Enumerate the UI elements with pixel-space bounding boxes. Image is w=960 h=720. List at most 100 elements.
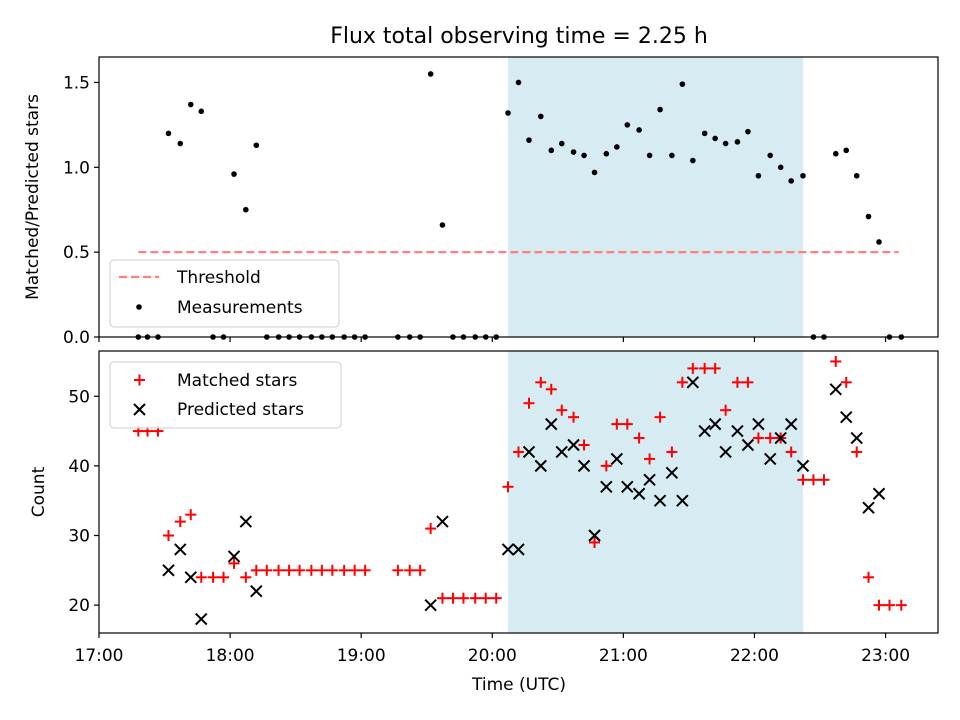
matched-star-point <box>742 376 754 388</box>
measurement-point <box>788 178 794 184</box>
matched-star-point <box>228 557 240 569</box>
x-tick-label: 21:00 <box>599 646 648 666</box>
top-y-tick-label: 1.5 <box>63 73 90 93</box>
matched-star-point <box>294 564 306 576</box>
predicted-star-point <box>162 564 175 577</box>
matched-star-point <box>785 446 797 458</box>
predicted-star-point <box>555 445 568 459</box>
matched-star-point <box>687 362 699 374</box>
predicted-star-point <box>850 431 863 445</box>
measurement-point <box>853 172 860 179</box>
measurement-point <box>558 140 565 147</box>
matched-star-point <box>513 446 524 458</box>
x-tick-label: 19:00 <box>337 646 386 666</box>
chart-title: Flux total observing time = 2.25 h <box>330 24 708 49</box>
matched-star-point <box>568 411 580 423</box>
matched-star-point <box>883 599 895 611</box>
matched-star-point <box>359 564 371 576</box>
matched-star-point <box>425 523 437 535</box>
matched-star-point <box>535 376 547 388</box>
predicted-star-point <box>708 417 722 431</box>
predicted-star-point <box>600 480 613 493</box>
measurement-point <box>177 140 184 147</box>
bottom-legend: Matched stars Predicted stars <box>109 361 342 429</box>
matched-star-point <box>436 592 448 604</box>
measurement-point <box>624 122 631 128</box>
measurement-point <box>165 130 172 137</box>
matched-star-point <box>830 355 842 367</box>
predicted-star-point <box>545 417 558 431</box>
matched-star-point <box>797 474 809 486</box>
top-y-axis-label: Matched/Predicted stars <box>23 94 43 300</box>
top-y-tick-label: 1.0 <box>63 158 90 178</box>
measurement-point <box>777 164 784 171</box>
predicted-star-point <box>796 459 810 473</box>
measurement-point <box>722 140 729 147</box>
bottom-y-tick-label: 20 <box>68 596 90 616</box>
measurement-point <box>505 110 511 116</box>
predicted-star-point <box>512 543 525 556</box>
measurement-point <box>865 213 872 220</box>
bottom-y-tick-label: 30 <box>68 527 90 547</box>
matched-star-point <box>490 592 502 604</box>
matched-star-point <box>240 571 252 583</box>
x-tick-label: 18:00 <box>206 646 255 666</box>
legend-predicted-swatch <box>133 403 146 416</box>
measurement-point <box>515 79 522 86</box>
matched-star-point <box>261 564 273 576</box>
predicted-star-point <box>653 494 667 507</box>
matched-star-point <box>305 564 317 576</box>
measurement-point <box>734 139 741 145</box>
predicted-star-point <box>632 487 646 500</box>
measurement-point <box>537 113 544 120</box>
measurement-point <box>755 172 762 179</box>
measurement-point <box>231 171 237 177</box>
matched-star-point <box>523 397 535 409</box>
predicted-star-point <box>763 452 777 466</box>
measurement-point <box>591 169 598 176</box>
measurement-point <box>690 157 696 164</box>
x-tick-label: 17:00 <box>75 646 124 666</box>
measurement-point <box>243 206 249 213</box>
predicted-star-point <box>534 459 547 473</box>
measurement-point <box>657 106 663 113</box>
predicted-star-point <box>676 494 689 507</box>
measurement-point <box>187 101 194 108</box>
predicted-star-point <box>239 515 253 528</box>
predicted-star-point <box>643 473 656 487</box>
top-panel: 0.0 0.5 1.0 1.5 Matched/Predicted stars Thr… <box>23 56 939 348</box>
measurement-point <box>646 152 653 159</box>
predicted-star-point <box>698 424 711 438</box>
predicted-star-point <box>840 410 853 424</box>
matched-star-point <box>480 592 492 604</box>
matched-star-point <box>676 376 688 388</box>
measurement-point <box>427 71 434 77</box>
matched-star-point <box>873 599 885 611</box>
predicted-star-point <box>577 459 591 473</box>
measurement-point <box>745 128 751 135</box>
predicted-star-point <box>752 417 765 431</box>
matched-star-point <box>611 418 623 430</box>
matched-star-point <box>752 432 764 444</box>
predicted-star-point <box>184 571 197 584</box>
predicted-star-point <box>774 431 787 445</box>
matched-star-point <box>414 564 426 576</box>
predicted-star-point <box>227 550 241 563</box>
matched-star-point <box>895 599 907 611</box>
measurement-point <box>669 152 675 159</box>
legend-predicted-label: Predicted stars <box>177 400 304 420</box>
predicted-star-point <box>829 383 842 396</box>
measurement-point <box>614 144 620 150</box>
measurement-point <box>198 108 205 115</box>
legend-matched-label: Matched stars <box>177 371 297 391</box>
matched-star-point <box>218 571 230 583</box>
measurement-point <box>701 130 708 137</box>
x-tick-label: 20:00 <box>468 646 517 666</box>
x-axis-label: Time (UTC) <box>471 675 566 695</box>
predicted-star-point <box>436 515 449 528</box>
top-plot-frame <box>98 56 939 338</box>
top-legend: Threshold Measurements <box>109 259 340 328</box>
legend-measurements-swatch <box>136 304 142 310</box>
predicted-star-point <box>686 376 700 389</box>
